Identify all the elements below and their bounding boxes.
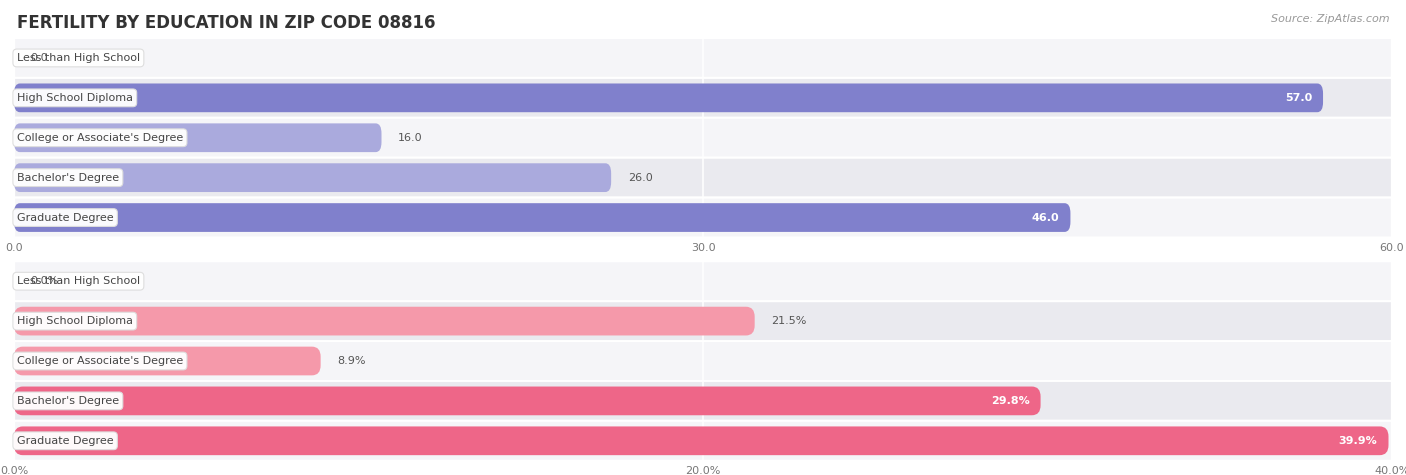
FancyBboxPatch shape <box>14 387 1040 415</box>
FancyBboxPatch shape <box>14 198 1392 238</box>
Text: 46.0: 46.0 <box>1032 212 1059 223</box>
FancyBboxPatch shape <box>14 84 1323 112</box>
FancyBboxPatch shape <box>14 118 1392 158</box>
Text: Bachelor's Degree: Bachelor's Degree <box>17 172 120 183</box>
Text: 29.8%: 29.8% <box>991 396 1029 406</box>
Text: Graduate Degree: Graduate Degree <box>17 212 114 223</box>
FancyBboxPatch shape <box>14 203 1070 232</box>
FancyBboxPatch shape <box>14 38 1392 78</box>
FancyBboxPatch shape <box>14 163 612 192</box>
Text: 57.0: 57.0 <box>1285 93 1312 103</box>
FancyBboxPatch shape <box>14 341 1392 381</box>
FancyBboxPatch shape <box>14 261 1392 301</box>
Text: FERTILITY BY EDUCATION IN ZIP CODE 08816: FERTILITY BY EDUCATION IN ZIP CODE 08816 <box>17 14 436 32</box>
Text: High School Diploma: High School Diploma <box>17 93 132 103</box>
Text: Less than High School: Less than High School <box>17 276 141 286</box>
FancyBboxPatch shape <box>14 427 1389 455</box>
Text: 8.9%: 8.9% <box>337 356 366 366</box>
Text: Graduate Degree: Graduate Degree <box>17 436 114 446</box>
Text: Less than High School: Less than High School <box>17 53 141 63</box>
Text: 0.0%: 0.0% <box>31 276 59 286</box>
FancyBboxPatch shape <box>14 158 1392 198</box>
FancyBboxPatch shape <box>14 301 1392 341</box>
Text: 26.0: 26.0 <box>627 172 652 183</box>
Text: College or Associate's Degree: College or Associate's Degree <box>17 356 183 366</box>
Text: High School Diploma: High School Diploma <box>17 316 132 326</box>
FancyBboxPatch shape <box>14 347 321 375</box>
FancyBboxPatch shape <box>14 124 381 152</box>
FancyBboxPatch shape <box>14 381 1392 421</box>
FancyBboxPatch shape <box>14 421 1392 461</box>
Text: 39.9%: 39.9% <box>1339 436 1378 446</box>
Text: Bachelor's Degree: Bachelor's Degree <box>17 396 120 406</box>
Text: 16.0: 16.0 <box>398 133 423 143</box>
FancyBboxPatch shape <box>14 307 755 335</box>
Text: College or Associate's Degree: College or Associate's Degree <box>17 133 183 143</box>
FancyBboxPatch shape <box>14 78 1392 118</box>
Text: Source: ZipAtlas.com: Source: ZipAtlas.com <box>1271 14 1389 24</box>
Text: 21.5%: 21.5% <box>772 316 807 326</box>
Text: 0.0: 0.0 <box>31 53 48 63</box>
